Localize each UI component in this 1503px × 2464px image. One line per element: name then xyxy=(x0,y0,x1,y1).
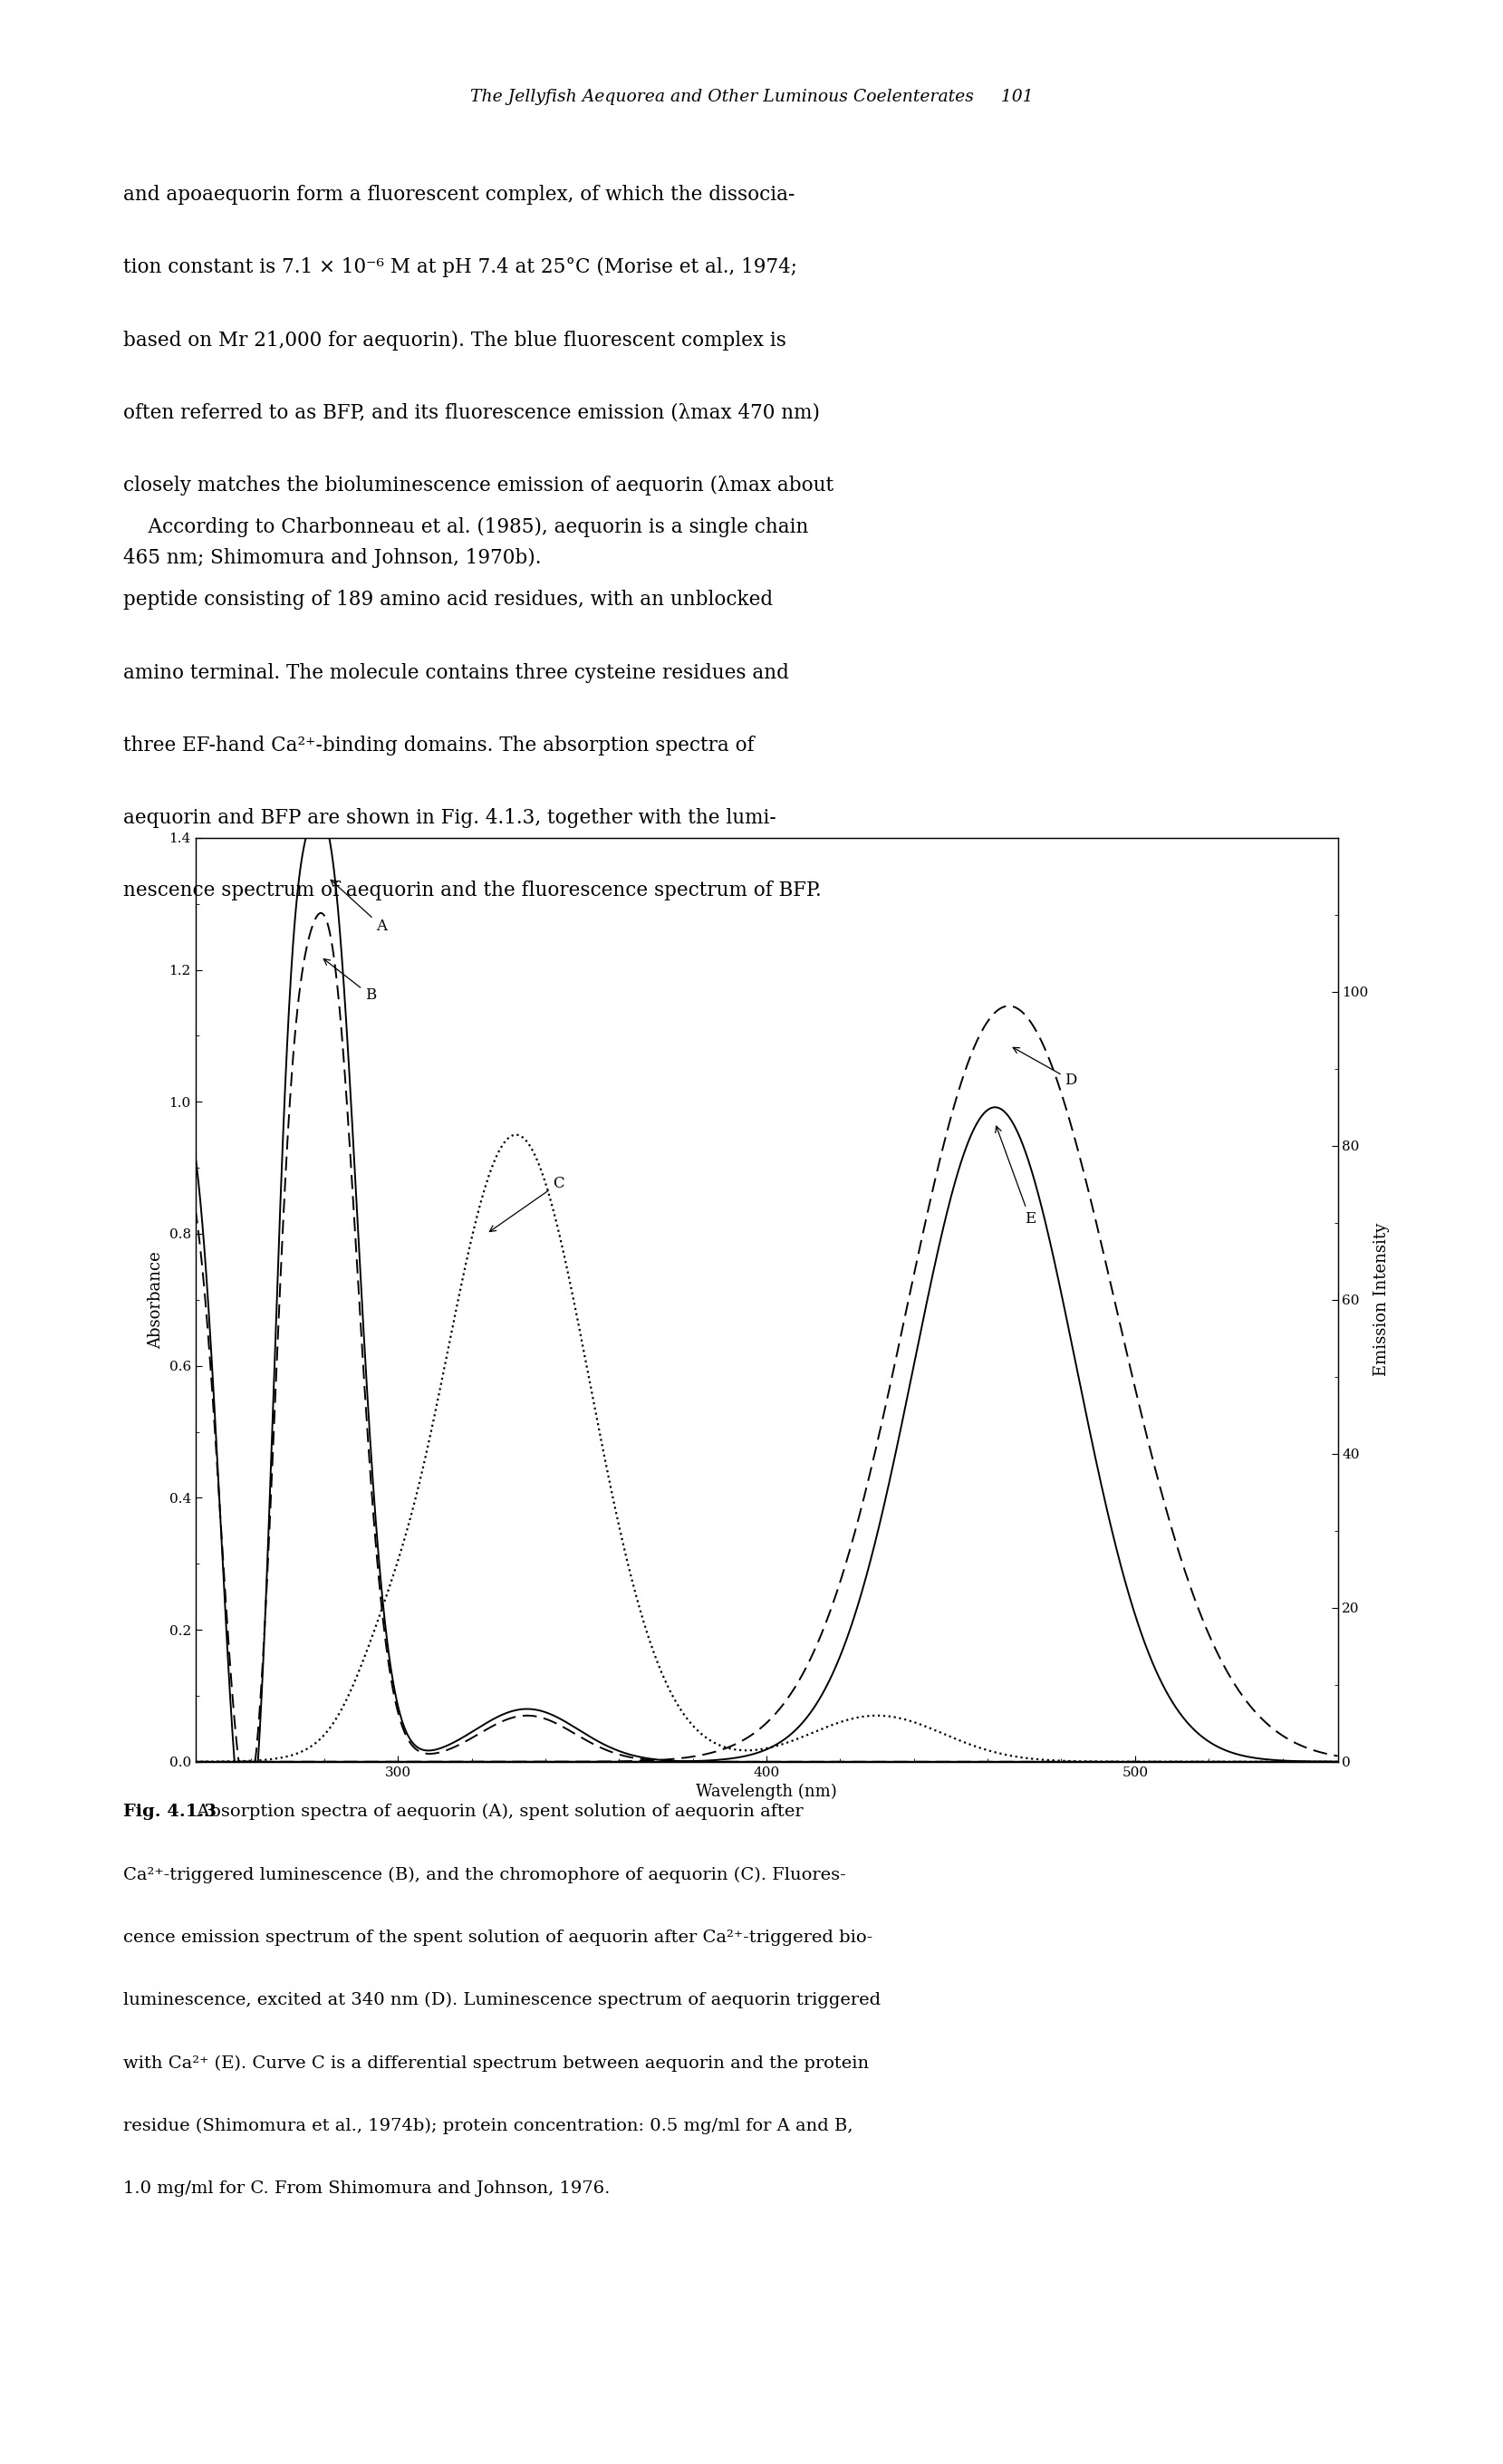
Text: peptide consisting of 189 amino acid residues, with an unblocked: peptide consisting of 189 amino acid res… xyxy=(123,589,773,611)
Text: 465 nm; Shimomura and Johnson, 1970b).: 465 nm; Shimomura and Johnson, 1970b). xyxy=(123,547,541,569)
Text: luminescence, excited at 340 nm (D). Luminescence spectrum of aequorin triggered: luminescence, excited at 340 nm (D). Lum… xyxy=(123,1991,881,2008)
Y-axis label: Absorbance: Absorbance xyxy=(147,1252,164,1348)
Text: often referred to as BFP, and its fluorescence emission (λmax 470 nm): often referred to as BFP, and its fluore… xyxy=(123,402,821,424)
Text: with Ca²⁺ (E). Curve C is a differential spectrum between aequorin and the prote: with Ca²⁺ (E). Curve C is a differential… xyxy=(123,2055,869,2072)
Text: Absorption spectra of aequorin (A), spent solution of aequorin after: Absorption spectra of aequorin (A), spen… xyxy=(123,1804,803,1821)
Text: According to Charbonneau et al. (1985), aequorin is a single chain: According to Charbonneau et al. (1985), … xyxy=(123,517,809,537)
Text: B: B xyxy=(323,958,376,1003)
Text: nescence spectrum of aequorin and the fluorescence spectrum of BFP.: nescence spectrum of aequorin and the fl… xyxy=(123,880,822,902)
Text: Fig. 4.1.3: Fig. 4.1.3 xyxy=(123,1804,228,1821)
Text: E: E xyxy=(995,1126,1036,1227)
Text: based on Mr 21,000 for aequorin). The blue fluorescent complex is: based on Mr 21,000 for aequorin). The bl… xyxy=(123,330,786,350)
Text: The Jellyfish Aequorea and Other Luminous Coelenterates     101: The Jellyfish Aequorea and Other Luminou… xyxy=(470,89,1033,106)
Text: residue (Shimomura et al., 1974b); protein concentration: 0.5 mg/ml for A and B,: residue (Shimomura et al., 1974b); prote… xyxy=(123,2117,854,2134)
Text: aequorin and BFP are shown in Fig. 4.1.3, together with the lumi-: aequorin and BFP are shown in Fig. 4.1.3… xyxy=(123,808,776,828)
Text: three EF-hand Ca²⁺-binding domains. The absorption spectra of: three EF-hand Ca²⁺-binding domains. The … xyxy=(123,734,755,756)
Text: tion constant is 7.1 × 10⁻⁶ M at pH 7.4 at 25°C (Morise et al., 1974;: tion constant is 7.1 × 10⁻⁶ M at pH 7.4 … xyxy=(123,256,797,278)
Text: 1.0 mg/ml for C. From Shimomura and Johnson, 1976.: 1.0 mg/ml for C. From Shimomura and John… xyxy=(123,2181,610,2198)
Text: and apoaequorin form a fluorescent complex, of which the dissocia-: and apoaequorin form a fluorescent compl… xyxy=(123,185,795,205)
Text: Ca²⁺-triggered luminescence (B), and the chromophore of aequorin (C). Fluores-: Ca²⁺-triggered luminescence (B), and the… xyxy=(123,1868,846,1882)
Text: C: C xyxy=(490,1175,564,1232)
Y-axis label: Emission Intensity: Emission Intensity xyxy=(1374,1222,1390,1377)
X-axis label: Wavelength (nm): Wavelength (nm) xyxy=(696,1784,837,1801)
Text: D: D xyxy=(1013,1047,1078,1087)
Text: closely matches the bioluminescence emission of aequorin (λmax about: closely matches the bioluminescence emis… xyxy=(123,476,834,495)
Text: cence emission spectrum of the spent solution of aequorin after Ca²⁺-triggered b: cence emission spectrum of the spent sol… xyxy=(123,1929,873,1947)
Text: A: A xyxy=(331,880,386,934)
Text: amino terminal. The molecule contains three cysteine residues and: amino terminal. The molecule contains th… xyxy=(123,663,789,683)
